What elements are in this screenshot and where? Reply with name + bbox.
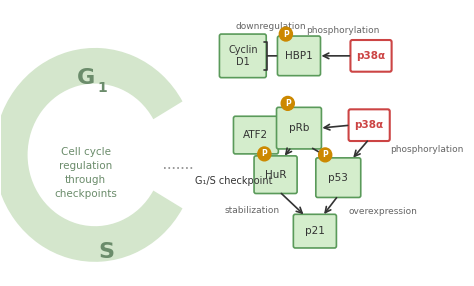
Text: HuR: HuR [265, 170, 286, 180]
Text: HBP1: HBP1 [285, 51, 313, 61]
FancyBboxPatch shape [350, 40, 392, 72]
Text: S: S [98, 242, 114, 262]
Text: downregulation: downregulation [236, 22, 306, 31]
Text: overexpression: overexpression [349, 207, 418, 217]
FancyBboxPatch shape [276, 107, 321, 149]
Text: G₁/S checkpoint: G₁/S checkpoint [195, 176, 273, 186]
FancyBboxPatch shape [254, 156, 297, 194]
Text: phosphorylation: phosphorylation [306, 26, 379, 35]
Text: G: G [76, 68, 95, 88]
Text: phosphorylation: phosphorylation [390, 145, 463, 154]
Text: p38α: p38α [356, 51, 385, 61]
Text: P: P [262, 149, 267, 158]
Circle shape [279, 27, 292, 41]
FancyBboxPatch shape [234, 116, 278, 154]
FancyBboxPatch shape [219, 34, 266, 78]
Circle shape [258, 147, 271, 161]
Text: Cyclin
D1: Cyclin D1 [228, 45, 258, 67]
Text: p21: p21 [305, 226, 325, 236]
Wedge shape [0, 48, 182, 262]
Text: p53: p53 [328, 173, 348, 183]
Text: Cell cycle
regulation
through
checkpoints: Cell cycle regulation through checkpoint… [54, 147, 117, 199]
Text: P: P [283, 29, 289, 39]
Circle shape [319, 148, 332, 162]
Text: P: P [322, 150, 328, 159]
Circle shape [281, 96, 294, 110]
Text: stabilization: stabilization [225, 206, 280, 215]
FancyBboxPatch shape [316, 158, 361, 197]
Text: ATF2: ATF2 [243, 130, 268, 140]
Text: p38α: p38α [355, 120, 384, 130]
Text: 1: 1 [98, 81, 107, 95]
FancyBboxPatch shape [277, 36, 320, 76]
Text: P: P [285, 99, 291, 108]
Text: pRb: pRb [289, 123, 309, 133]
FancyBboxPatch shape [293, 214, 337, 248]
FancyBboxPatch shape [348, 109, 390, 141]
